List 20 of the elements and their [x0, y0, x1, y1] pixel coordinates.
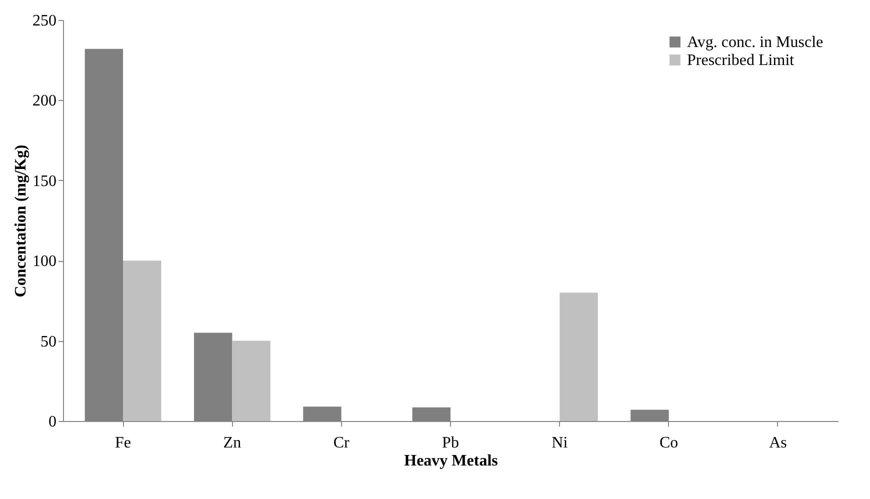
bar	[123, 260, 162, 421]
x-tick-label: Co	[659, 434, 678, 452]
x-tick-label: Zn	[223, 434, 242, 452]
x-tick-label: Fe	[115, 434, 132, 452]
y-tick-label: 50	[40, 333, 56, 350]
x-tick-label: Ni	[552, 434, 568, 452]
x-tick-label: As	[769, 434, 787, 452]
y-tick-label: 0	[48, 414, 56, 430]
y-tick-label: 100	[32, 253, 56, 270]
bar	[560, 292, 598, 421]
y-axis-title: Concentation (mg/Kg)	[12, 144, 30, 298]
x-axis-title: Heavy Metals	[404, 452, 498, 470]
legend-label: Avg. conc. in Muscle	[687, 34, 824, 51]
legend-label: Prescribed Limit	[687, 52, 795, 69]
x-tick-label: Pb	[442, 434, 459, 452]
bar	[232, 340, 270, 421]
y-tick-label: 150	[32, 172, 56, 190]
x-tick-label: Cr	[333, 434, 350, 452]
y-tick-label: 200	[32, 92, 56, 110]
y-tick-label: 250	[32, 12, 56, 30]
